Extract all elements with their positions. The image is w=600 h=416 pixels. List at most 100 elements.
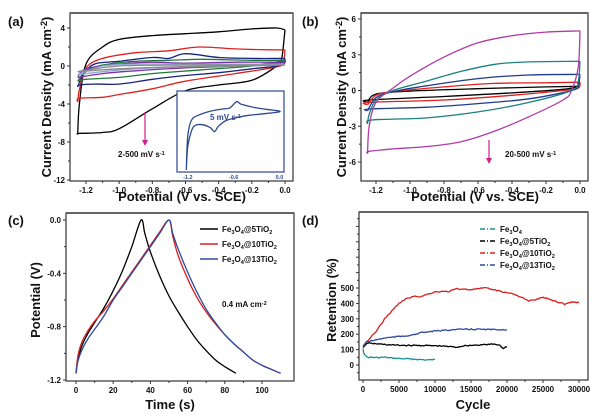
y-tick-label: -0.8 [47,323,61,332]
cv-curve-lower [362,82,581,106]
y-tick-label: 400 [341,299,355,308]
legend-label: Fe3O4 [500,225,523,236]
y-tick-label: 0 [350,361,355,370]
x-tick-label: -1.2 [369,186,383,195]
arrow-head-icon [486,158,492,164]
y-tick-label: -12 [53,176,65,185]
x-tick-label: 0 [74,386,79,395]
cv-curve-upper [366,81,581,106]
cv-curve-upper [366,85,581,103]
legend-label: Fe3O4@10TiO2 [500,249,555,260]
x-tick-label: -0.2 [539,186,553,195]
y-tick-label: -8 [58,138,66,147]
cv-curve-upper [366,30,581,154]
x-tick-label: 40 [146,386,155,395]
x-tick-label: 60 [183,386,192,395]
x-tick-label: -0.6 [471,186,485,195]
y-tick-label: 6 [352,15,357,24]
panel-label: (b) [302,14,319,29]
x-axis-title: Cycle [456,397,491,412]
y-axis-title: Retention (%) [324,258,339,342]
legend-label: Fe3O4@13TiO2 [500,261,555,272]
x-axis-title: Time (s) [145,397,195,412]
legend-label: Fe3O4@5TiO2 [222,225,272,236]
y-tick-label: -0.4 [47,269,61,278]
x-tick-label: 0 [361,385,366,394]
cv-curve-lower [366,30,581,155]
inset-x-tick-label: -0.6 [229,175,238,181]
y-tick-label: 3 [352,51,357,60]
x-tick-label: 5000 [390,385,408,394]
retention-curve [362,348,436,361]
legend-label: Fe3O4@10TiO2 [222,240,277,251]
y-tick-label: 0 [352,87,357,96]
x-tick-label: 25000 [532,385,555,394]
cv-curve-upper [77,64,285,73]
y-axis-title: Current Density (mA cm-2) [334,17,349,178]
x-tick-label: -0.4 [212,186,226,195]
x-tick-label: -1.0 [112,186,126,195]
plot-frame [358,211,589,381]
y-tick-label: 300 [341,315,355,324]
x-tick-label: 80 [220,386,229,395]
y-tick-label: -1.2 [47,376,61,385]
inset-x-tick-label: -1.2 [183,175,192,181]
cv-curve-upper [77,46,286,103]
cv-curve-lower [77,64,286,73]
y-tick-label: 4 [61,24,66,33]
x-axis-title: Potential (V vs. SCE) [118,189,246,204]
y-tick-label: -6 [349,158,357,167]
scan-rate-annotation: 2-500 mV s-1 [118,150,165,159]
x-tick-label: -0.6 [179,186,193,195]
y-tick-label: 0 [61,62,66,71]
cv-curve-lower [76,58,286,88]
y-tick-label: 200 [341,330,355,339]
current-density-annotation: 0.4 mA cm-2 [222,300,267,309]
scan-rate-annotation: 20-500 mV s-1 [505,150,556,159]
panel-label: (d) [302,213,319,228]
retention-curve [362,328,508,347]
x-tick-label: -0.8 [437,186,451,195]
x-tick-label: 30000 [568,385,591,394]
x-tick-label: -0.2 [245,186,259,195]
y-axis-title: Potential (V) [28,262,43,338]
y-tick-label: -3 [349,122,357,131]
panel-b: (b) -1.2 -1.0 -0.8 -0.6 -0.4 -0.2 0.0 -6 -3 0 3 6 20-… [302,12,589,204]
x-tick-label: 0.0 [279,186,291,195]
x-tick-label: 0.0 [574,186,586,195]
gcd-curve [75,219,281,374]
panel-label: (c) [8,213,24,228]
x-tick-label: 100 [255,386,269,395]
retention-curve [362,342,508,350]
x-tick-label: -0.4 [505,186,519,195]
y-tick-label: 0.0 [50,216,62,225]
panel-d: (d) 0 5000 10000 15000 20000 25000 30000 0 100 200… [302,211,591,412]
inset-cv-curve [185,100,281,171]
inset-frame [176,90,285,173]
panel-a: (a)-1.2 -1.0 -0.8 -0.6 -0.4 -0.2 0.0-12-8-4042… [8,12,294,204]
panel-label: (a) [8,14,24,29]
x-tick-label: 20000 [496,385,519,394]
x-tick-label: 10000 [424,385,447,394]
cv-curve-upper [77,53,286,88]
y-tick-label: 100 [341,346,355,355]
cv-curve-upper [366,73,581,112]
x-axis-title: Potential (V vs. SCE) [411,189,539,204]
inset-scan-rate-label: 5 mV s-1 [210,113,241,122]
gcd-curve [75,219,237,374]
y-axis-title: Current Density (mA cm-2) [39,17,54,178]
cv-curve-lower [363,74,581,112]
retention-curve [362,286,580,347]
x-tick-label: -0.8 [145,186,159,195]
cv-curve-upper [77,61,286,78]
y-tick-label: -4 [58,100,66,109]
x-tick-label: -1.0 [403,186,417,195]
arrow-head-icon [142,140,148,146]
cv-curve-lower [362,85,581,104]
cv-curve-lower [366,61,581,125]
x-tick-label: 20 [109,386,118,395]
y-tick-label: 500 [341,284,355,293]
x-tick-label: 15000 [460,385,483,394]
inset-x-tick-label: 0.0 [276,175,284,181]
